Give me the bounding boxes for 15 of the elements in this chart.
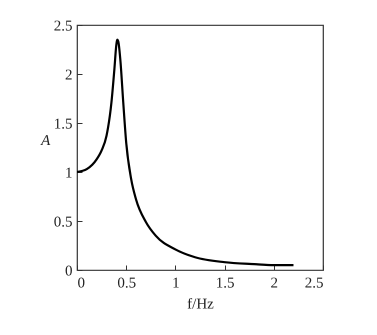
line-series [77, 38, 295, 266]
x-tick-label: 0 [78, 276, 85, 292]
x-tick-label: 2 [270, 276, 278, 292]
y-tick-label: 0 [65, 264, 72, 280]
y-tick-label: 2 [65, 68, 72, 84]
y-tick-label: 2.5 [54, 18, 72, 34]
x-tick-label: 2.5 [304, 276, 324, 292]
x-tick-label: 1 [172, 276, 180, 292]
x-tick-label: 0.5 [117, 276, 136, 292]
y-tick-label: 1.5 [54, 116, 72, 132]
x-tick-label: 1.5 [216, 276, 234, 292]
x-axis-title: f/Hz [187, 296, 214, 312]
y-tick-label: 1 [65, 166, 72, 182]
y-axis-title: A [40, 133, 52, 149]
y-tick-label: 0.5 [54, 214, 72, 230]
